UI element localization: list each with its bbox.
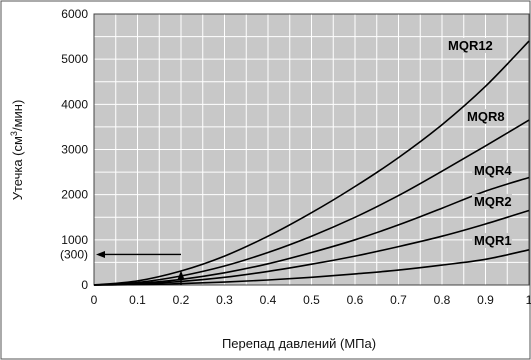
y-tick-label: 6000: [61, 7, 88, 21]
y-tick-label-background: [40, 51, 90, 66]
annotation-label-background: [40, 246, 90, 261]
series-label-mqr4: MQR4: [474, 163, 512, 178]
x-tick-label: 0.7: [390, 293, 407, 307]
y-tick-label-background: [40, 277, 90, 291]
x-tick-label: 0.5: [303, 293, 320, 307]
series-label-mqr1: MQR1: [474, 233, 512, 248]
y-tick-label-background: [40, 186, 90, 201]
y-tick-label: 2000: [61, 188, 88, 202]
series-line-mqr12: [93, 40, 530, 286]
grid-lines: [93, 13, 530, 286]
series-line-mqr8: [93, 119, 530, 286]
y-tick-label: 4000: [61, 97, 88, 111]
annotation-label: (300): [60, 247, 88, 261]
series-label-background: [465, 109, 505, 124]
x-tick-label: 0.4: [260, 293, 277, 307]
y-tick-labels: 0 1000 2000 3000 4000 5000 6000: [40, 6, 90, 292]
x-tick-label: 0.2: [173, 293, 190, 307]
annotation-group: (300): [40, 246, 185, 285]
y-tick-label: 0: [81, 278, 88, 292]
x-tick-label: 0.1: [129, 293, 146, 307]
series-label-background: [446, 38, 495, 53]
series-label-background: [472, 233, 512, 248]
y-tick-label-background: [40, 6, 90, 20]
series-label-mqr12: MQR12: [448, 38, 493, 53]
y-tick-label-background: [40, 141, 90, 156]
plot-border: [93, 13, 530, 286]
y-tick-label: 1000: [61, 233, 88, 247]
series-line-mqr1: [93, 249, 530, 286]
series-label-background: [472, 194, 512, 209]
series-label-background: [472, 163, 512, 178]
series-line-mqr4: [93, 176, 530, 286]
x-tick-label: 0: [91, 293, 98, 307]
y-tick-label: 5000: [61, 52, 88, 66]
series-label-mqr2: MQR2: [474, 194, 512, 209]
series-curves: [93, 40, 530, 286]
y-tick-label: 3000: [61, 143, 88, 157]
y-axis-title-tail: /мин): [10, 100, 25, 131]
x-tick-label: 0.6: [347, 293, 364, 307]
y-axis-title: Утечка (см3/мин): [9, 100, 25, 201]
x-tick-label: 0.8: [434, 293, 451, 307]
x-tick-label: 0.9: [477, 293, 494, 307]
x-axis-title: Перепад давлений (МПа): [222, 336, 376, 351]
y-tick-label-background: [40, 96, 90, 111]
series-label-mqr8: MQR8: [467, 109, 505, 124]
x-tick-label: 0.3: [216, 293, 233, 307]
series-line-mqr2: [93, 209, 530, 286]
y-axis-title-superscript: 3: [9, 131, 19, 136]
annotation-arrowhead-left: [96, 250, 105, 258]
series-labels: MQR12 MQR8 MQR4 MQR2 MQR1: [446, 38, 512, 248]
y-axis-title-main: Утечка (см: [10, 136, 25, 200]
y-tick-label-background: [40, 231, 90, 246]
x-tick-label: 1: [526, 293, 531, 307]
annotation-arrowhead-up: [177, 270, 185, 280]
x-tick-labels: 0 0.1 0.2 0.3 0.4 0.5 0.6 0.7 0.8 0.9 1: [91, 293, 531, 307]
